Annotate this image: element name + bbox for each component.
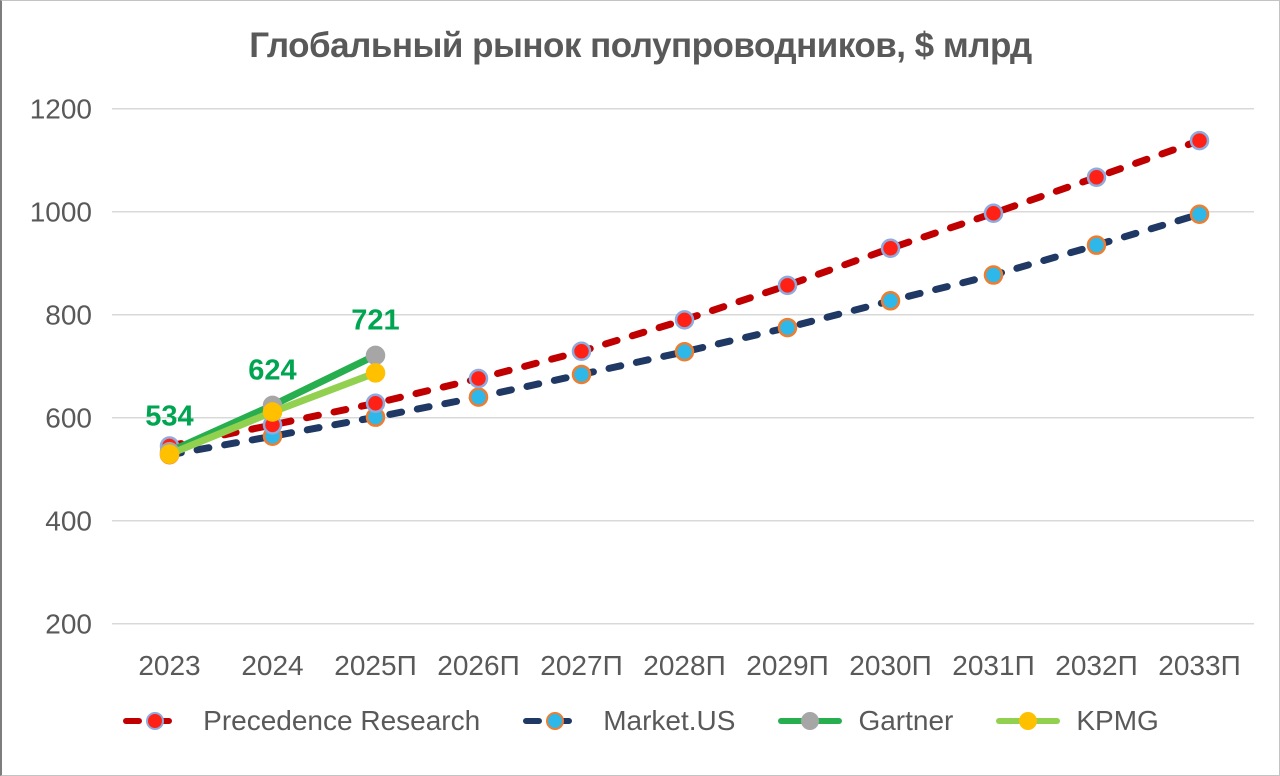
legend-line-sample-solid-lightgreen-icon	[996, 712, 1061, 730]
legend-line-sample-solid-green-icon	[778, 712, 843, 730]
data-point-market-us-2031	[983, 265, 1004, 285]
data-point-precedence-research-2025	[365, 393, 386, 414]
x-tick-label-2023: 2023	[138, 650, 200, 681]
y-tick-label-600: 600	[45, 403, 92, 434]
x-tick-label-2032: 2032П	[1055, 650, 1137, 681]
data-point-market-us-2033	[1189, 204, 1210, 225]
y-tick-label-200: 200	[45, 609, 92, 640]
data-label-gartner-2023: 534	[145, 401, 193, 433]
data-point-market-us-2032	[1086, 235, 1107, 255]
x-tick-label-2026: 2026П	[437, 650, 519, 681]
legend-item-gartner: Gartner	[777, 705, 953, 737]
legend-item-precedence-research: Precedence Research	[122, 705, 480, 737]
x-tick-label-2029: 2029П	[746, 650, 828, 681]
legend-label-market-us: Market.US	[603, 705, 736, 736]
y-tick-label-800: 800	[45, 300, 92, 331]
data-label-gartner-2025: 721	[351, 304, 399, 336]
data-point-precedence-research-2032	[1086, 167, 1107, 187]
data-point-market-us-2028	[674, 342, 695, 362]
x-tick-label-2031: 2031П	[952, 650, 1034, 681]
y-tick-label-400: 400	[45, 506, 92, 537]
series-line-market-us	[166, 210, 1203, 459]
chart-title: Глобальный рынок полупроводников, $ млрд	[249, 26, 1032, 65]
data-point-kpmg-2023	[159, 444, 180, 465]
legend-line-sample-dashed-navy-icon	[523, 712, 588, 730]
series-line-precedence-research	[166, 137, 1203, 450]
legend-item-market-us: Market.US	[522, 705, 735, 737]
data-point-precedence-research-2028	[674, 310, 695, 330]
data-point-market-us-2026	[468, 387, 489, 407]
data-point-precedence-research-2033	[1189, 130, 1210, 151]
data-point-market-us-2030	[880, 291, 901, 311]
x-tick-label-2033: 2033П	[1158, 650, 1240, 681]
data-point-gartner-2025	[365, 345, 386, 366]
x-tick-label-2030: 2030П	[849, 650, 931, 681]
data-point-market-us-2029	[777, 317, 798, 338]
legend: Precedence Research Market.US Gartner KP…	[2, 705, 1279, 737]
data-point-precedence-research-2031	[983, 203, 1004, 223]
legend-line-sample-dashed-red-icon	[123, 712, 188, 730]
legend-label-precedence-research: Precedence Research	[203, 705, 481, 736]
data-label-gartner-2024: 624	[248, 354, 296, 386]
x-tick-label-2024: 2024	[241, 650, 303, 681]
y-tick-label-1200: 1200	[30, 94, 92, 125]
y-tick-label-1000: 1000	[30, 197, 92, 228]
data-point-kpmg-2025	[365, 363, 386, 383]
data-point-kpmg-2024	[262, 402, 283, 422]
x-tick-label-2027: 2027П	[540, 650, 622, 681]
legend-item-kpmg: KPMG	[995, 705, 1159, 737]
x-tick-label-2028: 2028П	[643, 650, 725, 681]
data-point-market-us-2027	[571, 364, 592, 385]
legend-label-kpmg: KPMG	[1076, 705, 1159, 736]
data-point-precedence-research-2027	[571, 341, 592, 362]
data-point-precedence-research-2030	[880, 238, 901, 259]
data-point-precedence-research-2029	[777, 275, 798, 296]
x-tick-label-2025: 2025П	[334, 650, 416, 681]
data-point-precedence-research-2026	[468, 368, 489, 389]
legend-label-gartner: Gartner	[858, 705, 954, 736]
